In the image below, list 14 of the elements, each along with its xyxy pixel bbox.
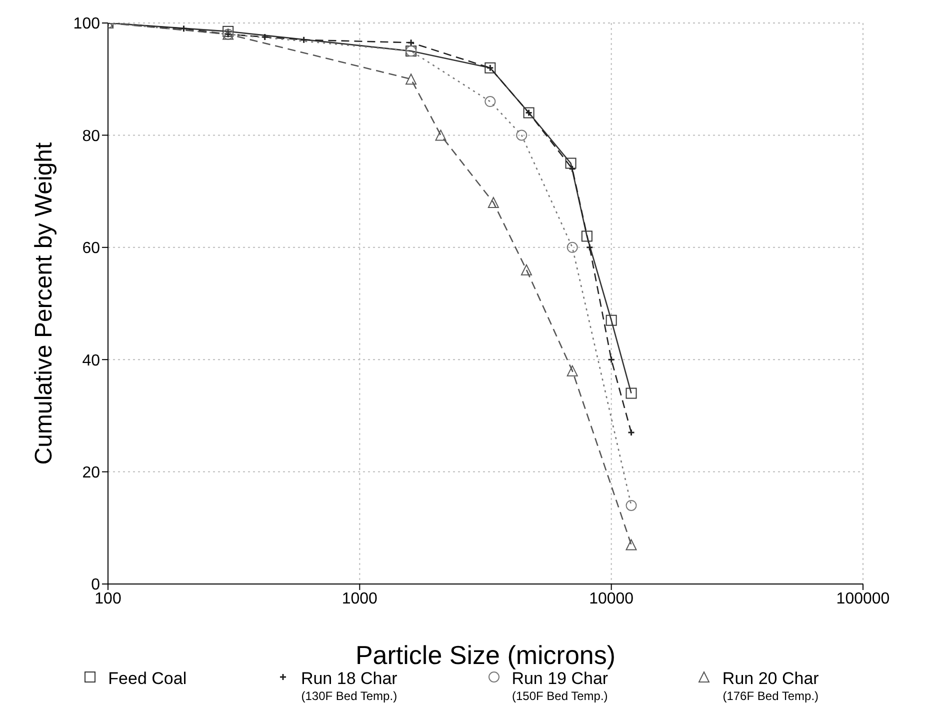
x-tick-label: 100000 [836, 590, 890, 608]
legend-label: Feed Coal [108, 669, 187, 689]
y-tick-label: 80 [82, 128, 100, 145]
y-tick-label: 100 [73, 16, 100, 33]
legend-label: Run 19 Char (150F Bed Temp.) [512, 669, 608, 703]
legend-label: Run 18 Char (130F Bed Temp.) [300, 669, 398, 703]
x-tick-label: 10000 [589, 590, 634, 608]
x-tick-label: 1000 [342, 590, 378, 608]
y-axis-title: Cumulative Percent by Weight [30, 142, 58, 465]
y-tick-label: 60 [82, 240, 100, 258]
x-axis-title: Particle Size (microns) [355, 640, 616, 670]
y-tick-label: 40 [82, 352, 100, 370]
y-tick-label: 20 [82, 464, 100, 482]
legend-label: Run 20 Char (176F Bed Temp.) [722, 669, 819, 703]
